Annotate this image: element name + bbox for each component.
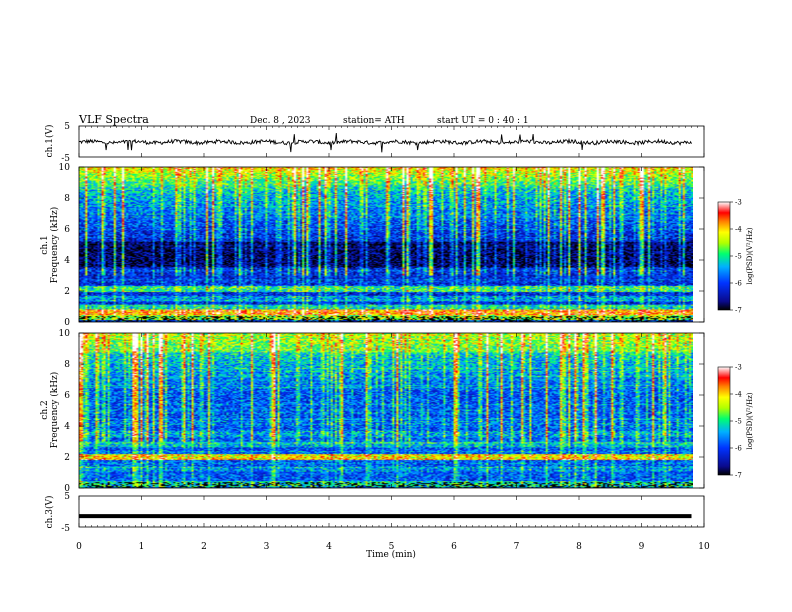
time-axis-label: Time (min) (366, 549, 416, 560)
ch1-ytick-top: 5 (64, 122, 70, 132)
time-tick-label: 0 (76, 542, 82, 552)
time-tick-label: 7 (514, 542, 520, 552)
time-axis: 0 1 2 3 4 5 6 7 8 9 10 (76, 126, 710, 552)
ch2-spectrogram-ytick-label: 8 (64, 360, 70, 370)
ch2-colorbar-label: log(PSD)(V²/Hz) (746, 392, 754, 449)
time-tick-label: 6 (451, 542, 457, 552)
ch2-spectrogram-ytick-label: 4 (64, 422, 70, 432)
ch1-waveform-line (79, 132, 692, 153)
ch1-colorbar-label: log(PSD)(V²/Hz) (746, 227, 754, 284)
ch2-spectrogram-ytick-label: 10 (59, 329, 71, 339)
ch3-waveform-panel: 5 -5 ch.3(V) (44, 492, 705, 534)
ch1-ytick-bottom: -5 (61, 154, 70, 164)
ch1-spectrogram-ylabel-channel: ch.1 (40, 235, 50, 254)
ch2-colorbar-tick-label: -6 (735, 445, 742, 453)
start-time-label: start UT = 0 : 40 : 1 (437, 116, 529, 126)
ch2-spectrogram-ylabel-frequency: Frequency (kHz) (49, 372, 60, 449)
ch2-colorbar-tick-label: -4 (735, 391, 742, 399)
time-tick-label: 2 (201, 542, 207, 552)
ch1-colorbar-tick-label: -6 (735, 280, 742, 288)
ch1-spectrogram-ytick-label: 4 (64, 256, 70, 266)
ch1-colorbar (717, 201, 731, 311)
ch2-spectrogram-ytick-label: 6 (64, 391, 70, 401)
ch1-spectrogram-ytick-label: 6 (64, 225, 70, 235)
time-tick-label: 10 (698, 542, 710, 552)
time-tick-label: 4 (326, 542, 332, 552)
ch1-ylabel: ch.1(V) (44, 125, 55, 158)
ch3-ytick-bottom: -5 (61, 524, 70, 534)
ch1-spectrogram-ytick-label: 10 (59, 163, 71, 173)
ch2-spectrogram-image (79, 333, 693, 488)
time-tick-label: 1 (139, 542, 145, 552)
ch1-colorbar-tick-label: -5 (735, 253, 742, 261)
ch3-ylabel: ch.3(V) (44, 496, 55, 529)
ch3-ytick-top: 5 (64, 492, 70, 502)
ch1-colorbar-tick-label: -3 (735, 199, 742, 207)
ch1-colorbar-tick-label: -4 (735, 226, 742, 234)
time-tick-label: 5 (389, 542, 395, 552)
ch2-spectrogram-ytick-label: 2 (64, 453, 70, 463)
time-tick-label: 8 (576, 542, 582, 552)
ch1-spectrogram-ytick-label: 8 (64, 194, 70, 204)
time-tick-label: 9 (639, 542, 645, 552)
ch2-colorbar-tick-label: -5 (735, 418, 742, 426)
ch1-spectrogram-ylabel-frequency: Frequency (kHz) (49, 207, 60, 284)
figure-title: VLF Spectra (78, 113, 149, 126)
ch1-colorbar-tick-label: -7 (735, 307, 742, 315)
ch1-spectrogram-ytick-label: 2 (64, 287, 70, 297)
ch1-waveform-panel: 5 -5 ch.1(V) (44, 122, 705, 164)
ch2-colorbar-tick-label: -3 (735, 364, 742, 372)
ch2-spectrogram-ytick-label: 0 (64, 484, 70, 494)
date-label: Dec. 8 , 2023 (250, 116, 311, 126)
ch2-colorbar-tick-label: -7 (735, 472, 742, 480)
time-tick-label: 3 (264, 542, 270, 552)
ch1-spectrogram-image (79, 167, 693, 322)
station-label: station= ATH (343, 116, 405, 126)
ch2-colorbar (717, 366, 731, 476)
ch2-spectrogram-ylabel-channel: ch.2 (40, 400, 50, 419)
ch1-spectrogram-ytick-label: 0 (64, 318, 70, 328)
